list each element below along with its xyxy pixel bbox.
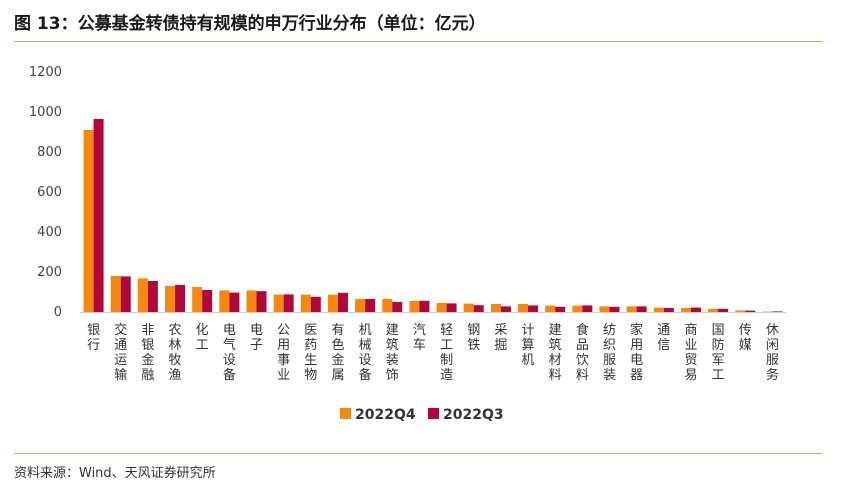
x-tick-label: 传媒 [739, 323, 752, 353]
bar-2022Q3-纺织服装 [609, 306, 620, 312]
x-tick-label: 化工 [196, 323, 209, 353]
bar-2022Q3-电气设备 [229, 292, 240, 312]
bar-2022Q3-建筑材料 [555, 306, 566, 312]
x-tick-label: 建筑装饰 [386, 323, 399, 383]
bar-2022Q3-轻工制造 [446, 303, 457, 312]
y-tick-label: 400 [37, 225, 62, 240]
x-tick-label: 计算机 [522, 323, 535, 368]
x-tick-label: 有色金属 [331, 323, 344, 383]
bar-2022Q4-银行 [83, 130, 94, 312]
bar-2022Q3-计算机 [528, 305, 539, 312]
bar-2022Q3-交通运输 [120, 276, 131, 312]
bar-2022Q3-家用电器 [636, 306, 647, 312]
y-axis: 0 200 400 600 800 1000 1200 [29, 65, 786, 320]
bar-2022Q3-有色金属 [337, 292, 348, 312]
x-tick-label: 纺织服装 [603, 323, 616, 383]
x-tick-label: 采掘 [494, 323, 507, 353]
bar-2022Q3-公用事业 [283, 294, 294, 312]
x-tick-label: 商业贸易 [684, 323, 697, 383]
x-tick-label: 交通运输 [114, 322, 127, 383]
x-tick-label: 农林牧渔 [169, 323, 182, 383]
bar-2022Q3-商业贸易 [690, 307, 701, 312]
legend-swatch-2022Q3 [428, 408, 439, 419]
x-tick-label: 休闲服务 [766, 323, 779, 383]
y-tick-label: 800 [37, 145, 62, 160]
x-axis-labels: 银行 交通运输 非银金融 农林牧渔 化工 电气设备 电子 公用事业 医药生物 有色金属 机械设备 建筑… [87, 322, 779, 383]
legend-label: 2022Q4 [355, 407, 416, 423]
bottom-divider [14, 453, 822, 454]
bar-2022Q3-建筑装饰 [392, 302, 403, 312]
y-tick-label: 600 [37, 185, 62, 200]
bar-2022Q4-传媒 [735, 310, 746, 312]
x-tick-label: 国防军工 [712, 323, 725, 383]
bar-2022Q4-医药生物 [300, 294, 311, 312]
bar-2022Q4-家用电器 [626, 306, 637, 312]
bar-2022Q4-电子 [246, 290, 257, 312]
legend-label: 2022Q3 [443, 407, 504, 423]
bar-2022Q4-通信 [653, 307, 664, 312]
bar-2022Q4-建筑装饰 [382, 299, 393, 312]
bar-2022Q4-交通运输 [110, 276, 121, 312]
bar-2022Q4-计算机 [518, 304, 529, 312]
bar-2022Q3-机械设备 [365, 299, 376, 312]
bar-2022Q3-电子 [256, 291, 267, 312]
x-tick-label: 电气设备 [223, 323, 236, 383]
x-tick-label: 公用事业 [277, 323, 290, 383]
x-tick-label: 非银金融 [141, 323, 154, 383]
bar-2022Q4-农林牧渔 [165, 286, 176, 312]
y-tick-label: 1000 [29, 105, 62, 120]
bars [83, 119, 783, 312]
bar-2022Q4-国防军工 [708, 309, 719, 312]
x-tick-label: 银行 [87, 323, 100, 353]
legend: 2022Q4 2022Q3 [340, 407, 504, 423]
bar-2022Q3-化工 [202, 290, 213, 312]
bar-2022Q4-钢铁 [463, 303, 474, 312]
bar-2022Q3-国防军工 [718, 308, 729, 312]
bar-2022Q4-公用事业 [273, 294, 284, 312]
bar-2022Q4-商业贸易 [680, 308, 691, 312]
bar-2022Q4-采掘 [490, 304, 501, 312]
bar-2022Q3-休闲服务 [772, 311, 783, 312]
bar-2022Q4-机械设备 [355, 299, 366, 312]
y-tick-label: 1200 [29, 65, 62, 80]
legend-swatch-2022Q4 [340, 408, 351, 419]
x-tick-label: 建筑材料 [549, 323, 562, 383]
x-tick-label: 通信 [657, 323, 670, 353]
chart-title: 图 13：公募基金转债持有规模的申万行业分布（单位：亿元） [14, 14, 486, 34]
bar-2022Q4-电气设备 [219, 290, 230, 312]
bar-2022Q4-建筑材料 [545, 305, 556, 312]
bar-2022Q4-轻工制造 [436, 303, 447, 312]
y-tick-label: 0 [54, 305, 62, 320]
x-tick-label: 汽车 [413, 323, 426, 353]
bar-2022Q4-汽车 [409, 301, 420, 312]
bar-2022Q3-钢铁 [473, 305, 484, 312]
bar-2022Q3-汽车 [419, 300, 430, 312]
bar-2022Q4-化工 [192, 287, 203, 312]
bar-2022Q3-医药生物 [310, 296, 321, 312]
x-tick-label: 钢铁 [467, 323, 480, 353]
bar-2022Q3-农林牧渔 [175, 285, 186, 312]
x-tick-label: 家用电器 [630, 322, 643, 383]
source-note: 资料来源：Wind、天风证券研究所 [14, 466, 216, 481]
bar-2022Q4-非银金融 [137, 278, 148, 312]
bar-2022Q3-采掘 [500, 306, 511, 312]
x-tick-label: 机械设备 [359, 323, 372, 383]
bar-2022Q4-纺织服装 [599, 306, 610, 312]
x-tick-label: 电子 [250, 323, 263, 353]
bar-2022Q3-银行 [93, 119, 104, 312]
y-tick-label: 200 [37, 265, 62, 280]
bar-2022Q4-有色金属 [327, 294, 338, 312]
x-tick-label: 轻工制造 [440, 323, 453, 383]
x-tick-label: 医药生物 [304, 323, 317, 383]
top-divider [14, 41, 822, 42]
x-tick-label: 食品饮料 [576, 322, 589, 383]
bar-2022Q3-食品饮料 [582, 305, 593, 312]
bar-2022Q3-传媒 [745, 310, 756, 312]
bar-2022Q3-非银金融 [147, 281, 158, 312]
bar-2022Q3-通信 [663, 308, 674, 312]
bar-2022Q4-食品饮料 [572, 305, 583, 312]
